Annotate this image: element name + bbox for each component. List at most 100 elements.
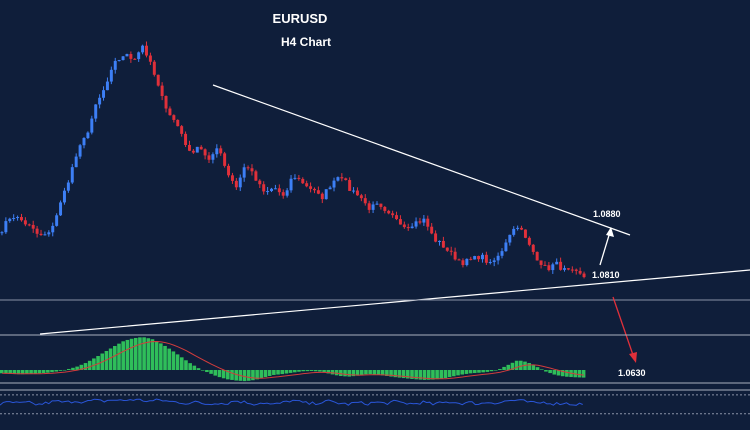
macd-histogram-bar [159,343,163,370]
candle-body [340,177,344,179]
macd-histogram-bar [280,370,285,375]
macd-histogram-bar [259,370,264,379]
candle-body [39,233,43,236]
candle-body [430,226,434,234]
candle-body [566,268,570,270]
macd-histogram-bar [167,348,172,370]
candle-body [117,60,121,62]
macd-histogram-bar [87,360,92,370]
candle-body [500,251,504,256]
macd-histogram-bar [565,370,569,377]
candle-body [273,188,277,190]
macd-histogram-bar [29,370,33,374]
candle-body [305,183,309,187]
candle-body [125,54,129,57]
macd-histogram-bar [581,370,586,378]
candle-body [184,133,188,145]
macd-histogram-bar [58,370,63,371]
macd-signal-line [2,340,584,380]
candle-body [535,251,539,261]
candle-body [133,58,137,60]
candle-body [199,146,203,150]
macd-histogram-bar [263,370,268,378]
candle-body [434,233,438,242]
macd-histogram-bar [133,337,138,370]
candle-body [266,191,270,193]
macd-histogram-bar [472,370,477,374]
macd-histogram-bar [297,370,301,372]
macd-histogram-bar [246,370,251,381]
macd-histogram-bar [322,370,326,373]
candle-body [121,56,125,61]
candle-body [129,54,133,59]
macd-histogram-bar [318,370,322,372]
macd-histogram-bar [560,370,565,377]
macd-histogram-bar [493,370,498,371]
macd-histogram-bar [376,370,381,375]
candle-body [531,244,535,252]
candle-body [578,270,582,274]
candle-body [563,268,566,270]
candle-body [289,178,293,191]
candle-body [496,255,500,261]
candle-body [504,242,508,252]
macd-histogram-bar [138,337,142,370]
macd-histogram-bar [313,370,318,372]
level-label-3: 1.0630 [618,368,646,378]
candle-body [195,146,199,153]
macd-histogram-bar [142,337,146,370]
macd-histogram-bar [351,370,356,377]
candle-body [156,74,160,86]
macd-histogram-bar [364,370,368,375]
macd-histogram-bar [502,366,506,370]
candle-body [4,221,8,233]
candle-body [66,182,70,191]
macd-histogram-bar [552,370,557,375]
candle-body [172,115,176,120]
candle-body [78,145,82,157]
macd-histogram-bar [284,370,289,374]
macd-histogram-bar [267,370,272,376]
macd-histogram-bar [355,370,360,376]
macd-histogram-bar [150,339,155,370]
candle-body [371,204,375,210]
macd-histogram-bar [293,370,297,373]
candle-body [31,224,35,229]
candle-body [348,180,352,191]
candle-body [375,203,379,205]
macd-histogram-bar [4,370,8,374]
macd-histogram-bar [175,354,180,370]
macd-histogram-bar [481,370,485,373]
macd-histogram-bar [121,341,125,370]
macd-histogram-bar [125,339,130,370]
macd-histogram-bar [200,370,205,371]
candle-body [23,220,27,225]
macd-histogram-bar [510,362,515,370]
macd-histogram-bar [104,351,109,370]
candle-body [258,180,262,185]
macd-histogram-bar [92,358,96,370]
candle-body [180,126,184,134]
macd-histogram-bar [485,370,490,372]
macd-histogram-bar [359,370,364,376]
candle-body [35,228,39,234]
macd-histogram-bar [62,369,67,371]
candle-body [387,210,391,214]
candle-body [215,148,219,155]
candle-body [363,198,367,204]
macd-histogram-bar [339,370,343,377]
candle-body [477,256,481,260]
macd-histogram-bar [288,370,293,373]
candle-body [555,261,559,265]
chart-subtitle: H4 Chart [281,35,331,49]
macd-histogram-bar [83,363,88,370]
level-label-2: 1.0810 [592,270,620,280]
candle-body [191,150,195,153]
candle-body [320,193,324,200]
candle-body [438,240,441,242]
macd-histogram-bar [226,370,230,380]
macd-histogram-bar [192,365,197,370]
macd-histogram-bar [460,370,465,375]
macd-histogram-bar [326,370,331,374]
candle-body [445,247,449,251]
